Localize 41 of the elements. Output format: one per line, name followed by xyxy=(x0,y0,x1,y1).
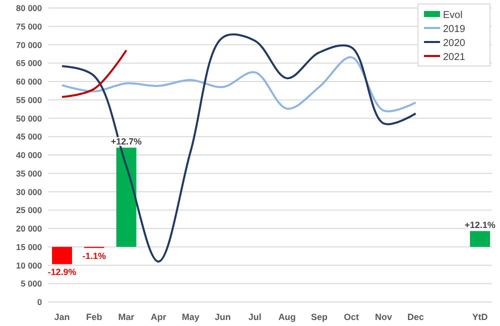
y-tick-label: 10 000 xyxy=(16,260,42,270)
x-tick-label: YtD xyxy=(472,312,488,322)
bar xyxy=(116,148,136,247)
y-tick-label: 25 000 xyxy=(16,205,42,216)
y-tick-label: 80 000 xyxy=(16,3,42,13)
annotation: -1.1% xyxy=(82,250,106,261)
legend-label: 2021 xyxy=(443,52,466,63)
x-tick-label: Mar xyxy=(118,312,135,322)
annotation: -12.9% xyxy=(48,267,76,278)
x-tick-label: Sep xyxy=(310,312,328,322)
y-tick-label: 5 000 xyxy=(20,278,42,289)
x-tick-label: Nov xyxy=(375,312,392,322)
y-tick-label: 35 000 xyxy=(16,168,42,178)
x-tick-label: Jul xyxy=(248,312,262,322)
bar xyxy=(470,231,490,247)
y-tick-label: 30 000 xyxy=(16,186,42,197)
bar xyxy=(52,246,72,264)
y-tick-label: 70 000 xyxy=(16,40,42,50)
y-tick-label: 0 xyxy=(37,297,42,307)
x-tick-label: Aug xyxy=(278,312,296,322)
x-tick-label: Oct xyxy=(344,312,359,322)
x-tick-label: Apr xyxy=(150,312,167,322)
y-tick-label: 15 000 xyxy=(16,242,42,252)
y-tick-label: 75 000 xyxy=(16,21,42,32)
y-tick-label: 40 000 xyxy=(16,150,42,160)
legend-label: 2020 xyxy=(443,38,466,49)
line-series xyxy=(61,56,417,112)
y-tick-label: 60 000 xyxy=(16,76,42,86)
annotation: +12.1% xyxy=(464,220,496,230)
y-tick-label: 20 000 xyxy=(16,224,42,234)
legend-label: 2019 xyxy=(443,24,466,35)
y-tick-label: 65 000 xyxy=(16,58,42,68)
x-tick-label: Dec xyxy=(407,312,424,322)
y-tick-label: 55 000 xyxy=(16,94,42,105)
x-tick-label: May xyxy=(182,312,200,322)
x-tick-label: Jun xyxy=(214,312,231,322)
legend-label: Evol xyxy=(443,10,462,21)
x-tick-label: Feb xyxy=(86,312,103,322)
y-tick-label: 50 000 xyxy=(16,113,42,124)
y-tick-label: 45 000 xyxy=(16,132,42,142)
x-tick-label: Jan xyxy=(54,312,70,322)
